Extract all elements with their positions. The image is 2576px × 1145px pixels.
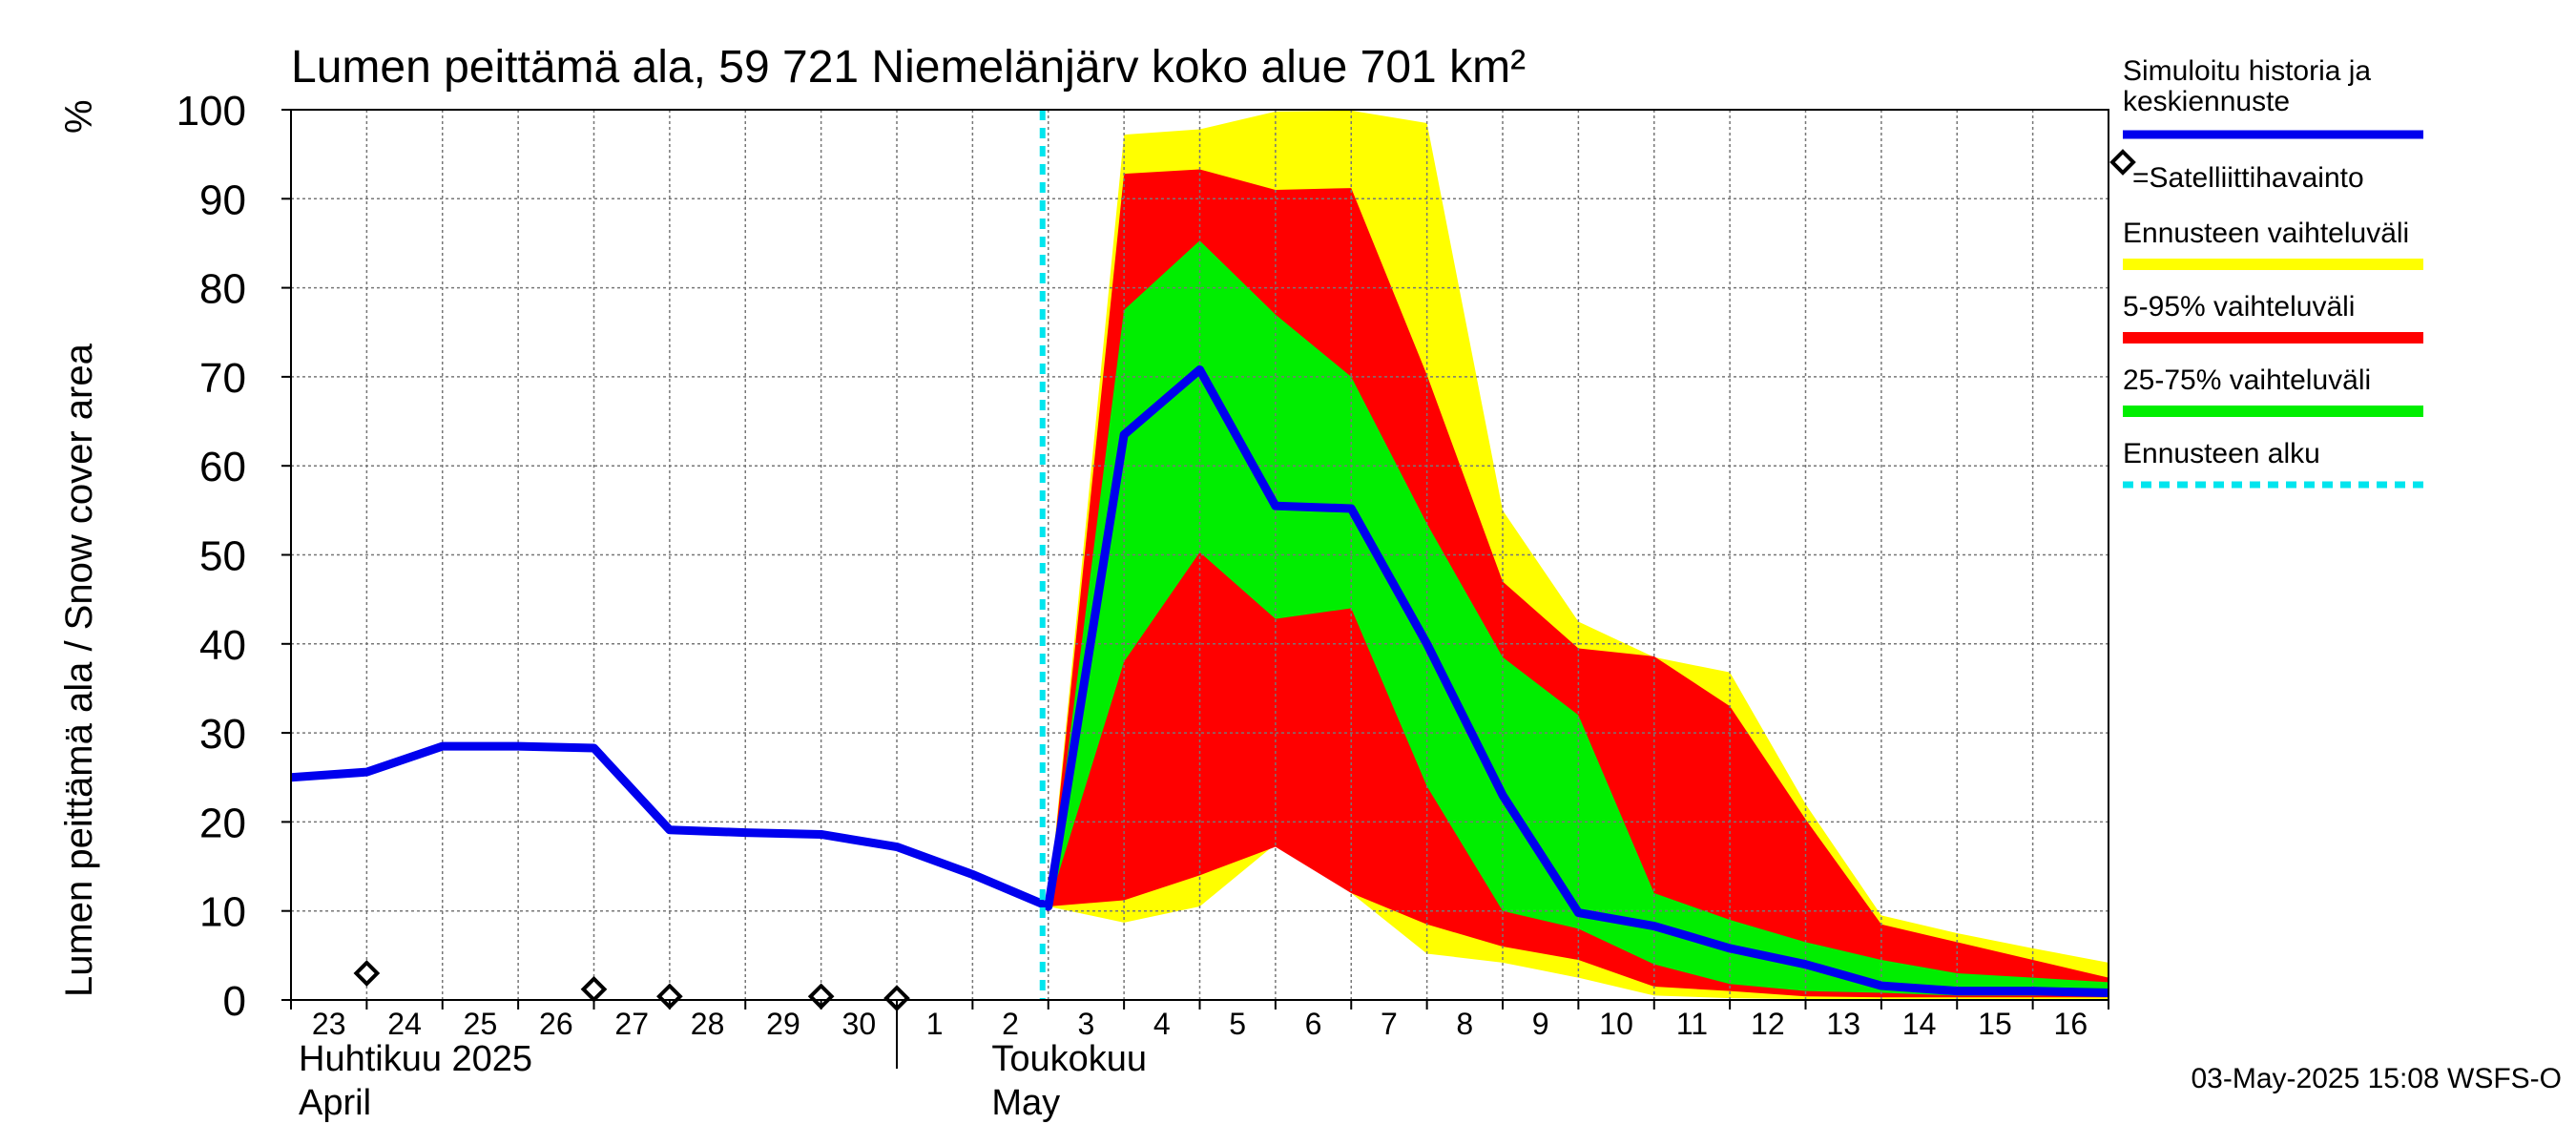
band-3 [1048,240,2109,996]
y-tick-label: 70 [199,355,246,402]
x-tick-label: 26 [539,1007,573,1041]
x-tick-label: 5 [1229,1007,1246,1041]
x-tick-label: 10 [1599,1007,1633,1041]
chart-title: Lumen peittämä ala, 59 721 Niemelänjärv … [291,42,1526,93]
x-tick-label: 15 [1978,1007,2012,1041]
x-tick-label: 1 [926,1007,944,1041]
month-label: Huhtikuu 2025 [299,1039,532,1079]
footer-timestamp: 03-May-2025 15:08 WSFS-O [2192,1063,2563,1094]
x-tick-label: 6 [1305,1007,1322,1041]
x-tick-label: 4 [1153,1007,1171,1041]
legend-label: 5-95% vaihteluväli [2123,291,2355,323]
x-tick-label: 16 [2054,1007,2088,1041]
x-tick-label: 3 [1078,1007,1095,1041]
legend-label: 25-75% vaihteluväli [2123,364,2371,396]
satellite-observations [353,960,910,1011]
forecast-bands [1048,110,2109,1000]
x-tick-label: 9 [1532,1007,1549,1041]
y-axis-unit: % [58,99,100,134]
month-label-en: May [991,1083,1060,1123]
x-tick-label: 12 [1751,1007,1785,1041]
y-tick-label: 50 [199,533,246,580]
x-tick-label: 11 [1676,1007,1708,1041]
legend-label: =Satelliittihavainto [2132,162,2364,194]
y-tick-label: 80 [199,266,246,313]
x-tick-label: 14 [1902,1007,1937,1041]
y-tick-label: 20 [199,800,246,846]
legend-label: keskiennuste [2123,86,2290,117]
x-tick-label: 29 [766,1007,800,1041]
x-tick-label: 23 [312,1007,346,1041]
x-tick-label: 25 [464,1007,498,1041]
y-tick-label: 10 [199,889,246,936]
y-tick-label: 90 [199,177,246,223]
y-tick-label: 100 [177,88,246,135]
history-series [290,364,2109,998]
x-tick-label: 24 [387,1007,422,1041]
month-label-en: April [299,1083,371,1123]
y-tick-label: 40 [199,622,246,669]
x-tick-label: 2 [1002,1007,1019,1041]
legend-label: Ennusteen vaihteluväli [2123,218,2409,249]
y-tick-label: 30 [199,711,246,758]
y-axis-label: Lumen peittämä ala / Snow cover area [58,343,100,997]
history-line [290,364,2109,998]
x-tick-label: 7 [1381,1007,1398,1041]
y-tick-label: 60 [199,444,246,490]
x-tick-label: 27 [614,1007,649,1041]
x-tick-label: 30 [842,1007,877,1041]
x-tick-label: 8 [1456,1007,1473,1041]
legend-label: Simuloitu historia ja [2123,55,2371,87]
legend-label: Ennusteen alku [2123,438,2320,469]
x-tick-label: 13 [1826,1007,1860,1041]
month-label: Toukokuu [991,1039,1147,1079]
x-tick-label: 28 [691,1007,725,1041]
legend-diamond-icon [2109,149,2136,176]
y-tick-label: 0 [223,978,246,1025]
observation-point [580,975,608,1003]
observation-point [353,960,381,987]
